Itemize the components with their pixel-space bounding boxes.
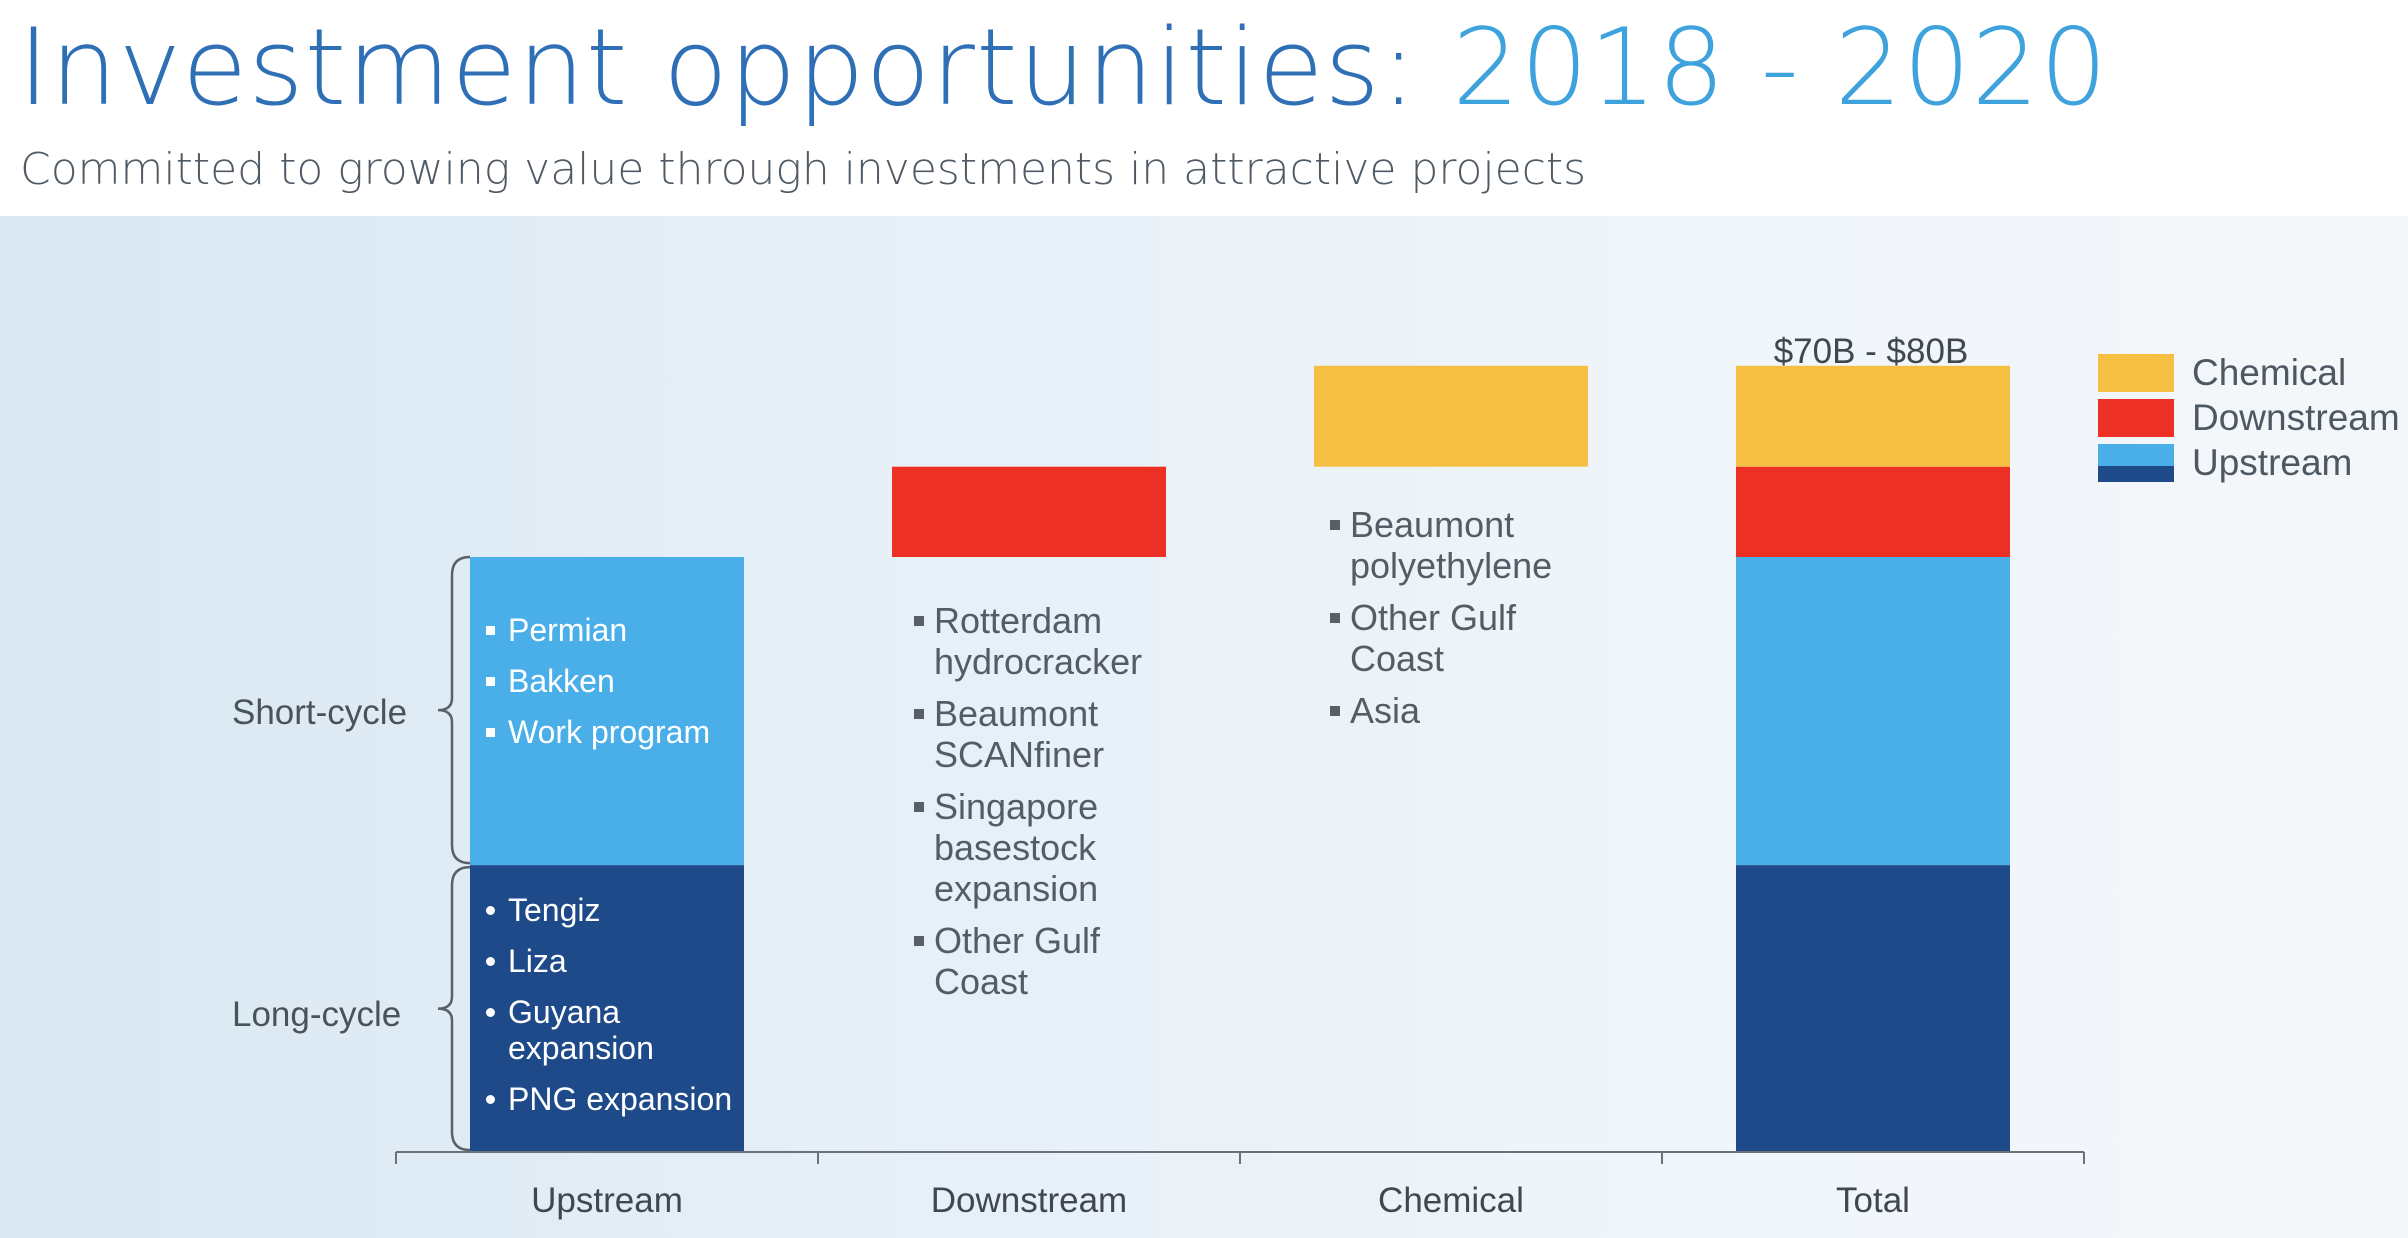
list-item: Beaumont SCANfiner [912, 693, 1172, 776]
bar-segment-upstream-upstream-short [470, 557, 744, 866]
legend-item-downstream: Downstream [2098, 395, 2400, 440]
chemical-project-list: Beaumont polyethylene Other Gulf Coast A… [1328, 504, 1588, 741]
legend-swatch-upstream [2098, 443, 2174, 482]
list-item: PNG expansion [484, 1081, 744, 1118]
upstream-long-cycle-list: Tengiz Liza Guyana expansion PNG expansi… [484, 892, 744, 1132]
bar-segment-chemical-chemical [1314, 365, 1588, 467]
bar-segment-downstream-downstream [892, 466, 1166, 557]
long-cycle-label: Long-cycle [232, 995, 402, 1034]
list-item: Tengiz [484, 892, 744, 929]
bar-segment-total-upstream-long [1736, 865, 2010, 1152]
bar-segment-upstream-upstream-long [470, 865, 744, 1152]
long-cycle-brace [437, 865, 471, 1152]
bar-segment-total-downstream [1736, 466, 2010, 557]
total-range-label: $70B - $80B [1773, 332, 1969, 371]
bar-segment-total-upstream-short [1736, 557, 2010, 866]
title-years: 2018 - 2020 [1452, 6, 2109, 129]
page-subtitle: Committed to growing value through inves… [20, 144, 1587, 195]
x-tick-label-upstream: Upstream [531, 1181, 683, 1220]
legend-label-downstream: Downstream [2192, 396, 2400, 438]
legend-swatch-downstream [2098, 398, 2174, 437]
upstream-short-cycle-list: Permian Bakken Work program [484, 612, 744, 764]
legend-swatch-chemical [2098, 353, 2174, 392]
list-item: Permian [484, 612, 744, 649]
short-cycle-label: Short-cycle [232, 693, 408, 732]
list-item: Guyana expansion [484, 994, 678, 1068]
legend-item-upstream: Upstream [2098, 440, 2400, 485]
legend-label-chemical: Chemical [2192, 351, 2347, 393]
list-item: Work program [484, 714, 744, 751]
list-item: Bakken [484, 663, 744, 700]
chart-legend: Chemical Downstream Upstream [2098, 350, 2400, 485]
x-tick-label-total: Total [1836, 1181, 1910, 1220]
short-cycle-brace [437, 555, 471, 865]
list-item: Other Gulf Coast [912, 920, 1124, 1003]
x-tick-label-downstream: Downstream [931, 1181, 1127, 1220]
list-item: Rotterdam hydrocracker [912, 600, 1172, 683]
bar-segment-total-chemical [1736, 365, 2010, 467]
list-item: Beaumont polyethylene [1328, 504, 1588, 587]
list-item: Singapore basestock expansion [912, 786, 1172, 910]
legend-item-chemical: Chemical [2098, 350, 2400, 395]
legend-label-upstream: Upstream [2192, 441, 2353, 483]
downstream-project-list: Rotterdam hydrocracker Beaumont SCANfine… [912, 600, 1172, 1013]
x-tick-label-chemical: Chemical [1378, 1181, 1524, 1220]
title-main: Investment opportunities: [18, 6, 1453, 129]
list-item: Asia [1328, 690, 1588, 731]
list-item: Liza [484, 943, 744, 980]
page-title: Investment opportunities: 2018 - 2020 [18, 6, 2108, 129]
list-item: Other Gulf Coast [1328, 597, 1540, 680]
